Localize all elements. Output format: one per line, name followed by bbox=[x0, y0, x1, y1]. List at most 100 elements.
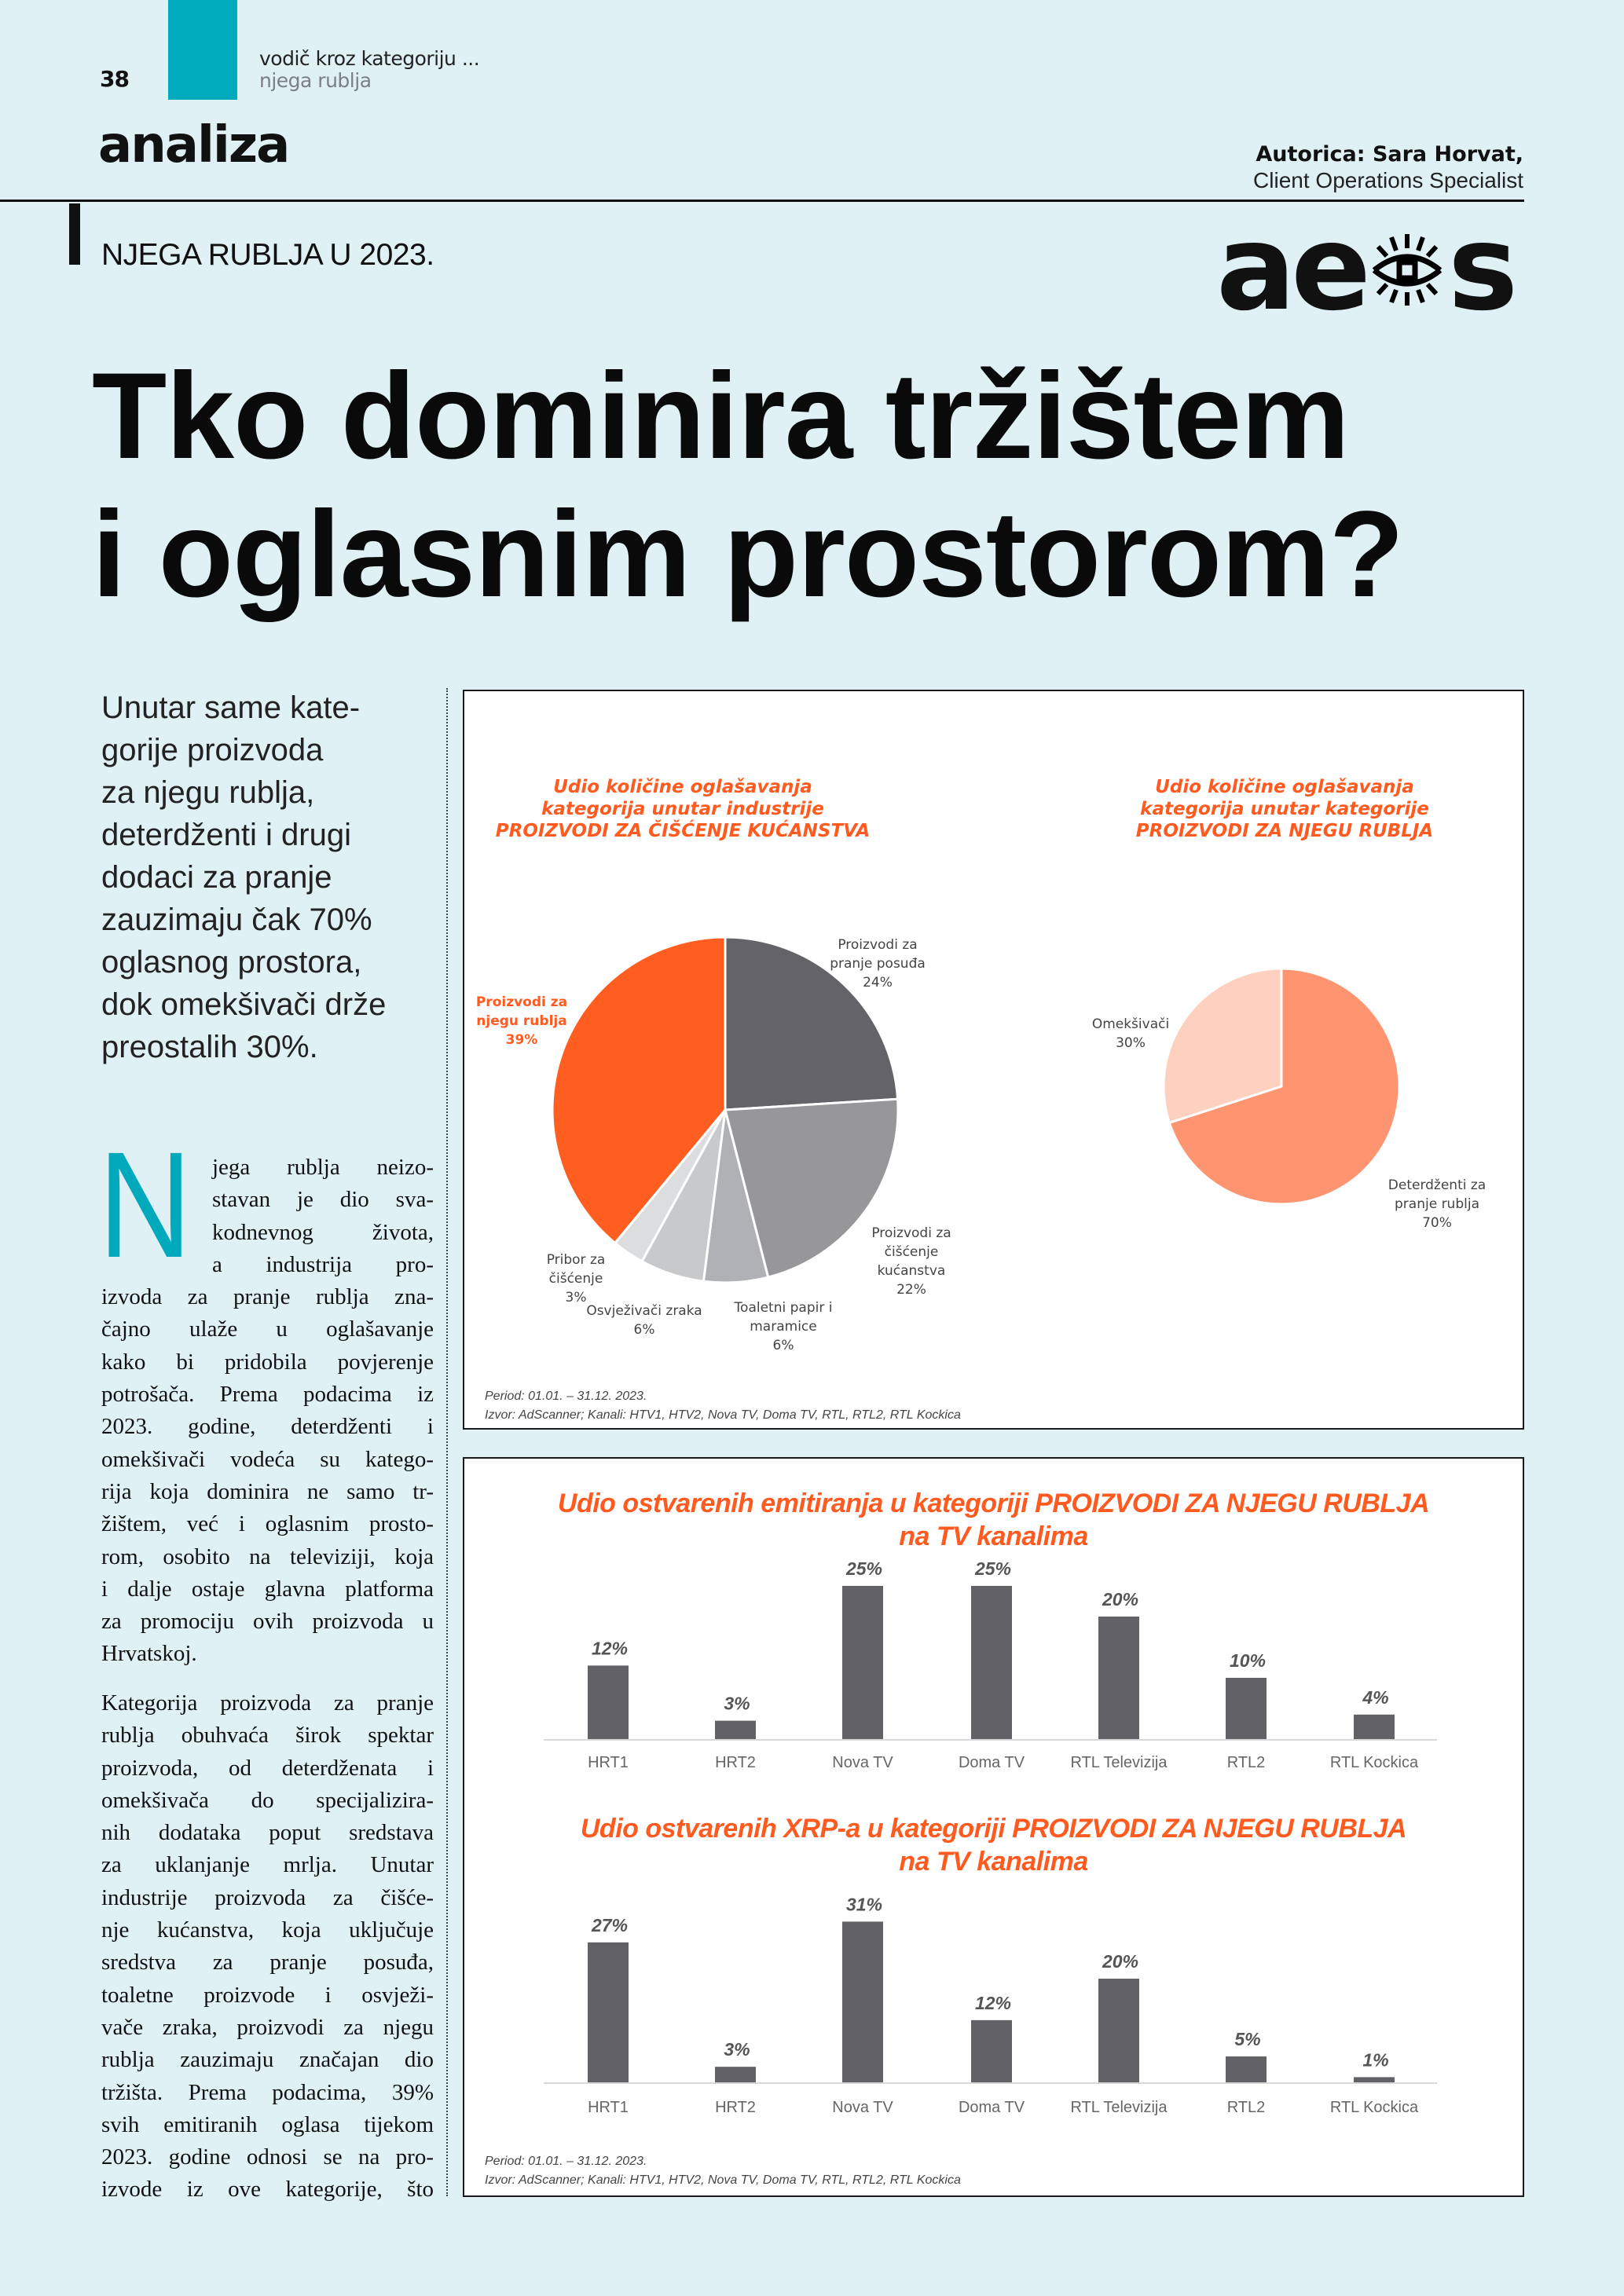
series-kicker: vodič kroz kategoriju ... bbox=[259, 47, 480, 70]
intro-line: gorije proizvoda bbox=[101, 733, 324, 767]
body-line: vače zraka, proizvodi za njegu bbox=[101, 2014, 434, 2040]
pie-slice bbox=[724, 1097, 900, 1279]
body-line: omekšivača do specijalizira- bbox=[101, 1787, 434, 1813]
intro-line: oglasnog prostora, bbox=[101, 945, 362, 980]
body-line: potrošača. Prema podacima iz bbox=[101, 1382, 434, 1408]
body-line: 2023. godine, deterdženti i bbox=[101, 1414, 434, 1440]
pie-slice-label: Toaletni papir i maramice 6% bbox=[734, 1300, 833, 1353]
category-label: RTL2 bbox=[1227, 1754, 1266, 1771]
bar bbox=[1354, 1714, 1395, 1739]
bar bbox=[842, 1921, 883, 2082]
bar-value-label: 25% bbox=[974, 1558, 1011, 1579]
subhead-marker bbox=[69, 203, 80, 265]
pie-slice-value: 30% bbox=[1116, 1035, 1146, 1051]
category-label: RTL Televizija bbox=[1070, 2099, 1168, 2116]
source-note: Izvor: AdScanner; Kanali: HTV1, HTV2, No… bbox=[485, 2173, 961, 2187]
category-label: HRT1 bbox=[588, 1754, 629, 1771]
pie-slice-label: Proizvodi za njegu rublja 39% bbox=[475, 994, 568, 1048]
pie-slice-label: Proizvodi za čišćenje kućanstva 22% bbox=[871, 1225, 951, 1298]
body-line: industrije proizvoda za čišće- bbox=[101, 1884, 434, 1910]
series-subkicker: njega rublja bbox=[259, 69, 372, 92]
category-label: HRT1 bbox=[588, 2099, 629, 2116]
source-note: Izvor: AdScanner; Kanali: HTV1, HTV2, No… bbox=[485, 1408, 961, 1422]
body-line: 2023. godine odnosi se na pro- bbox=[101, 2144, 434, 2170]
category-label: RTL Kockica bbox=[1330, 2099, 1419, 2116]
bar bbox=[1098, 1979, 1139, 2082]
body-line: omekšivači vodeća su katego- bbox=[101, 1446, 434, 1472]
bar-charts-panel: Udio ostvarenih emitiranja u kategoriji … bbox=[463, 1457, 1524, 2197]
headline-line-1: Tko dominira tržištem bbox=[92, 348, 1350, 485]
pie-slice-label: Proizvodi za pranje posuđa 24% bbox=[830, 937, 926, 991]
bar-value-label: 4% bbox=[1362, 1687, 1388, 1708]
intro-line: preostalih 30%. bbox=[101, 1030, 318, 1064]
intro-line: dok omekšivači drže bbox=[101, 987, 387, 1022]
bar2-title: Udio ostvarenih XRP-a u kategoriji PROIZ… bbox=[580, 1814, 1407, 1877]
bar-value-label: 20% bbox=[1102, 1951, 1138, 1972]
bar bbox=[715, 1720, 756, 1739]
pie-slice bbox=[1168, 967, 1401, 1206]
intro-line: Unutar same kate- bbox=[101, 690, 361, 725]
bar-value-label: 27% bbox=[591, 1915, 628, 1935]
body-paragraph-2: Kategorija proizvoda za pranje rublja obu… bbox=[101, 1687, 434, 2206]
bar-value-label: 5% bbox=[1234, 2029, 1260, 2049]
bar bbox=[1354, 2077, 1395, 2082]
category-label: Doma TV bbox=[959, 2099, 1025, 2116]
body-line: svih emitiranih oglasa tijekom bbox=[101, 2111, 434, 2137]
bar-value-label: 25% bbox=[845, 1558, 882, 1579]
bar-charts: 12% HRT1 3% HRT2 25% Nova TV 25% Doma TV 20% RTL … bbox=[544, 1558, 1437, 2116]
intro-text: Unutar same kate- gorije proizvoda za nj… bbox=[101, 687, 386, 1068]
body-line: izvoda za pranje rublja zna- bbox=[101, 1284, 434, 1310]
body-line: toaletne proizvode i osvježi- bbox=[101, 1982, 434, 2008]
category-label: RTL2 bbox=[1227, 2099, 1266, 2116]
pie-slice-label: Deterdženti za pranje rublja 70% bbox=[1388, 1177, 1487, 1231]
bar-value-label: 10% bbox=[1230, 1650, 1266, 1671]
bar bbox=[842, 1586, 883, 1739]
body-line: rublja zauzimaju značajan dio bbox=[101, 2047, 434, 2073]
body-line: žištem, već i oglasnim prosto- bbox=[101, 1511, 434, 1537]
category-label: HRT2 bbox=[715, 2099, 756, 2116]
body-line: Hrvatskoj. bbox=[101, 1641, 197, 1667]
section-title: analiza bbox=[98, 116, 290, 174]
bar bbox=[1098, 1617, 1139, 1739]
bar1-title: Udio ostvarenih emitiranja u kategoriji … bbox=[557, 1489, 1430, 1551]
author-byline: Autorica: Sara Horvat, Client Operations… bbox=[1253, 141, 1523, 193]
intro-line: za njegu rublja, bbox=[101, 775, 315, 810]
pie-slice-value: 39% bbox=[505, 1032, 538, 1048]
drop-cap: N bbox=[98, 1120, 192, 1289]
body-line: rom, osobito na televiziji, koja bbox=[101, 1543, 434, 1569]
bar bbox=[971, 2020, 1012, 2082]
category-label: RTL Kockica bbox=[1330, 1754, 1419, 1771]
category-label: Nova TV bbox=[832, 2099, 893, 2116]
subhead: NJEGA RUBLJA U 2023. bbox=[101, 238, 434, 272]
pie1-title: Udio količine oglašavanja kategorija unu… bbox=[495, 777, 871, 841]
period-note: Period: 01.01. – 31.12. 2023. bbox=[485, 1390, 647, 1403]
eye-icon bbox=[1372, 234, 1443, 306]
pie-slice-value: 22% bbox=[896, 1282, 926, 1298]
intro-line: dodaci za pranje bbox=[101, 860, 332, 895]
pie-slice-value: 6% bbox=[772, 1338, 794, 1353]
bar bbox=[588, 1942, 629, 2082]
pie2-title: Udio količine oglašavanja kategorija unu… bbox=[1135, 777, 1434, 841]
body-line: kodnevnog života, bbox=[212, 1219, 434, 1245]
bar bbox=[1226, 2056, 1267, 2082]
body-line: Kategorija proizvoda za pranje bbox=[101, 1690, 434, 1716]
body-line: kako bi pridobila povjerenje bbox=[101, 1349, 434, 1375]
body-line: za uklanjanje mrlja. Unutar bbox=[101, 1852, 434, 1878]
body-line: stavan je dio sva- bbox=[212, 1187, 434, 1213]
pie-slice-label: Osvježivači zraka 6% bbox=[586, 1303, 702, 1338]
bar-value-label: 31% bbox=[846, 1894, 882, 1914]
pie-slice-value: 6% bbox=[633, 1322, 655, 1338]
bar bbox=[971, 1586, 1012, 1739]
bar bbox=[1226, 1678, 1267, 1739]
bar-value-label: 1% bbox=[1362, 2049, 1388, 2070]
intro-line: deterdženti i drugi bbox=[101, 818, 351, 852]
pie-slice-label: Pribor za čišćenje 3% bbox=[546, 1252, 606, 1305]
body-line: nje kućanstva, koja uključuje bbox=[101, 1917, 434, 1943]
category-label: Nova TV bbox=[832, 1754, 893, 1771]
author-role: Client Operations Specialist bbox=[1253, 168, 1523, 192]
pie-slice-value: 70% bbox=[1422, 1215, 1452, 1231]
body-line: izvode iz ove kategorije, što bbox=[101, 2177, 434, 2203]
body-line: proizvoda, od deterdženata i bbox=[101, 1755, 434, 1781]
body-paragraph-1: jega rublja neizo-stavan je dio sva-kodn… bbox=[101, 1152, 434, 1671]
column-divider bbox=[446, 688, 448, 2196]
